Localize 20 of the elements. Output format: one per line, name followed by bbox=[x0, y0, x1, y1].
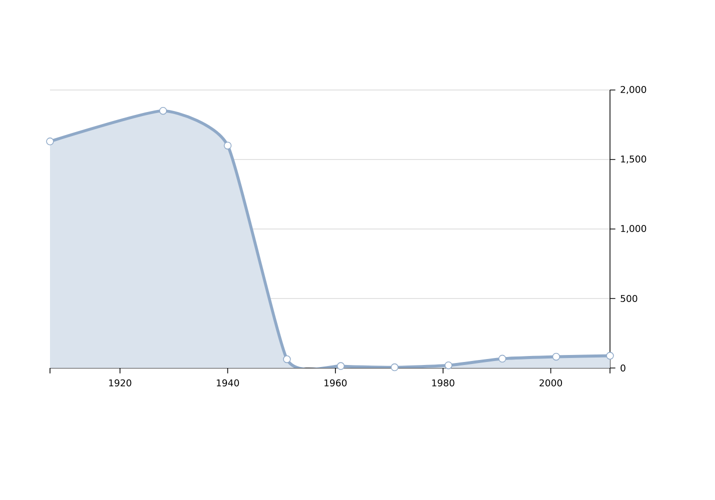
x-tick-label: 1940 bbox=[216, 379, 239, 386]
point bbox=[159, 106, 167, 115]
point bbox=[283, 355, 291, 364]
y-tick-label: 500 bbox=[620, 294, 638, 302]
point bbox=[390, 363, 398, 372]
point bbox=[336, 362, 345, 370]
point bbox=[444, 361, 452, 370]
x-tick-label: 1960 bbox=[324, 379, 347, 386]
y-tick-label: 2,000 bbox=[620, 86, 646, 94]
x-tick-label: 1920 bbox=[109, 379, 132, 386]
point bbox=[46, 138, 54, 146]
y-tick-label: 1,000 bbox=[621, 224, 646, 233]
point bbox=[224, 142, 232, 150]
x-tick-label: 1980 bbox=[432, 379, 454, 386]
point bbox=[552, 352, 560, 361]
point bbox=[606, 352, 614, 360]
y-tick-label: 0 bbox=[620, 364, 626, 372]
y-tick-label: 1,500 bbox=[621, 155, 646, 164]
x-tick-label: 2000 bbox=[540, 379, 562, 386]
point bbox=[498, 354, 506, 363]
